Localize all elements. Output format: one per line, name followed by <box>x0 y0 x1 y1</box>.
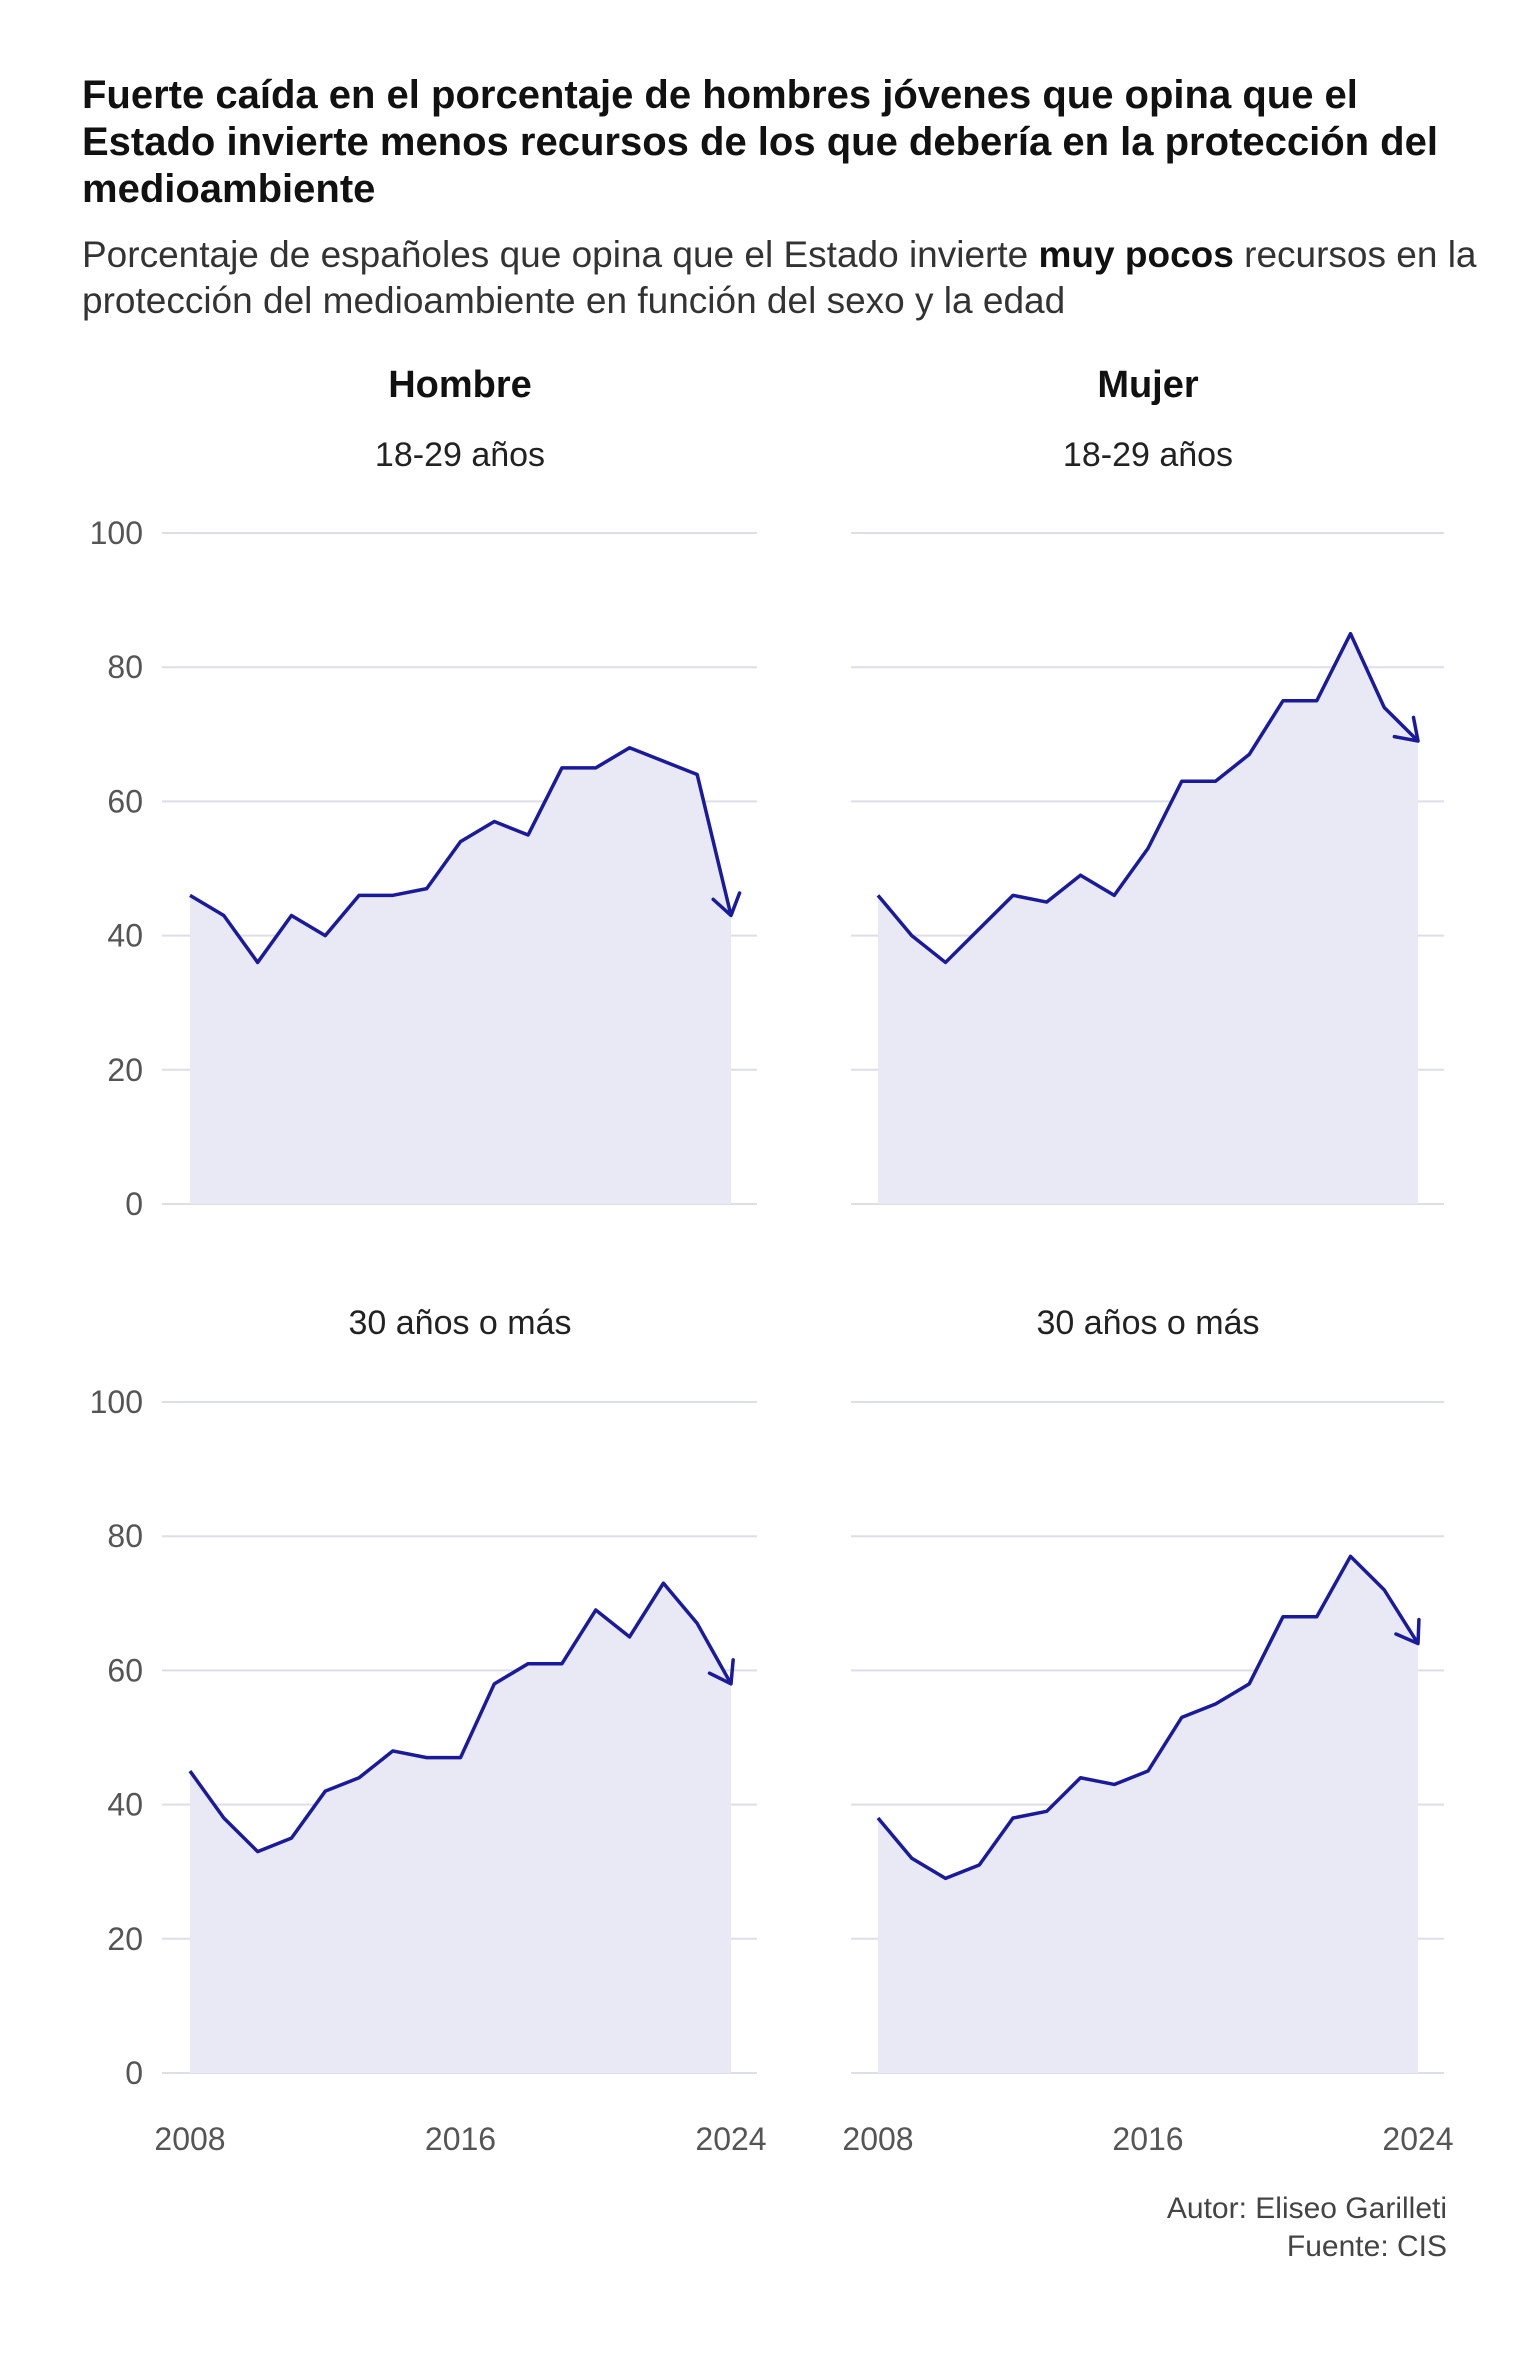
trend-arrow-icon <box>711 891 742 918</box>
y-tick-label: 100 <box>90 1384 143 1420</box>
x-tick-label: 2016 <box>1112 2121 1183 2157</box>
series-line <box>188 1581 733 1854</box>
series-line <box>876 1554 1420 1881</box>
series-line <box>189 745 733 965</box>
x-tick-label: 2008 <box>154 2121 225 2157</box>
series-area <box>190 747 731 1204</box>
y-tick-label: 100 <box>90 515 143 551</box>
panel: 18-29 años <box>851 436 1444 1205</box>
series-line <box>876 631 1420 965</box>
series-area <box>190 1583 731 2073</box>
y-tick-label: 60 <box>107 1652 143 1688</box>
source-credit: Fuente: CIS <box>1286 2230 1447 2263</box>
panel-title: 30 años o más <box>348 1304 571 1342</box>
column-header: Mujer <box>1097 364 1199 406</box>
trend-arrow-icon <box>1394 1617 1421 1646</box>
panel-title: 18-29 años <box>375 436 545 474</box>
y-tick-label: 40 <box>107 918 143 954</box>
series-area <box>878 1556 1418 2073</box>
y-tick-label: 40 <box>107 1787 143 1823</box>
subtitle-bold: muy pocos <box>1038 234 1234 275</box>
x-tick-label: 2024 <box>1382 2121 1453 2157</box>
y-tick-label: 80 <box>107 649 143 685</box>
panel-title: 18-29 años <box>1063 436 1233 474</box>
y-tick-label: 80 <box>107 1518 143 1554</box>
y-tick-label: 0 <box>125 1186 143 1222</box>
y-tick-label: 20 <box>107 1052 143 1088</box>
y-tick-label: 20 <box>107 1921 143 1957</box>
subtitle-part-1: Porcentaje de españoles que opina que el… <box>82 234 1039 275</box>
panel: 30 años o más 0 20 40 60 80 100 2008 2016 2024 <box>90 1304 767 2157</box>
panel: 30 años o más 2008 2016 2024 <box>842 1304 1453 2157</box>
subtitle-part-2: recursos en la protección del medioambie… <box>82 234 1477 321</box>
trend-arrow-icon <box>1392 715 1420 743</box>
panel: 18-29 años 0 20 40 60 80 100 <box>90 436 757 1222</box>
column-header: Hombre <box>388 364 532 406</box>
chart-title: Fuerte caída en el porcentaje de hombres… <box>82 73 1438 211</box>
trend-arrow-icon <box>707 1658 735 1686</box>
footer: Autor: Eliseo Garilleti Fuente: CIS <box>1167 2190 1447 2266</box>
series-area <box>878 633 1418 1204</box>
x-tick-label: 2024 <box>695 2121 766 2157</box>
chart-subtitle: Porcentaje de españoles que opina que el… <box>82 232 1482 324</box>
y-tick-label: 60 <box>107 783 143 819</box>
y-tick-label: 0 <box>125 2055 143 2091</box>
author-credit: Autor: Eliseo Garilleti <box>1166 2192 1447 2225</box>
x-tick-label: 2008 <box>842 2121 913 2157</box>
x-tick-label: 2016 <box>425 2121 496 2157</box>
panel-title: 30 años o más <box>1036 1304 1259 1342</box>
